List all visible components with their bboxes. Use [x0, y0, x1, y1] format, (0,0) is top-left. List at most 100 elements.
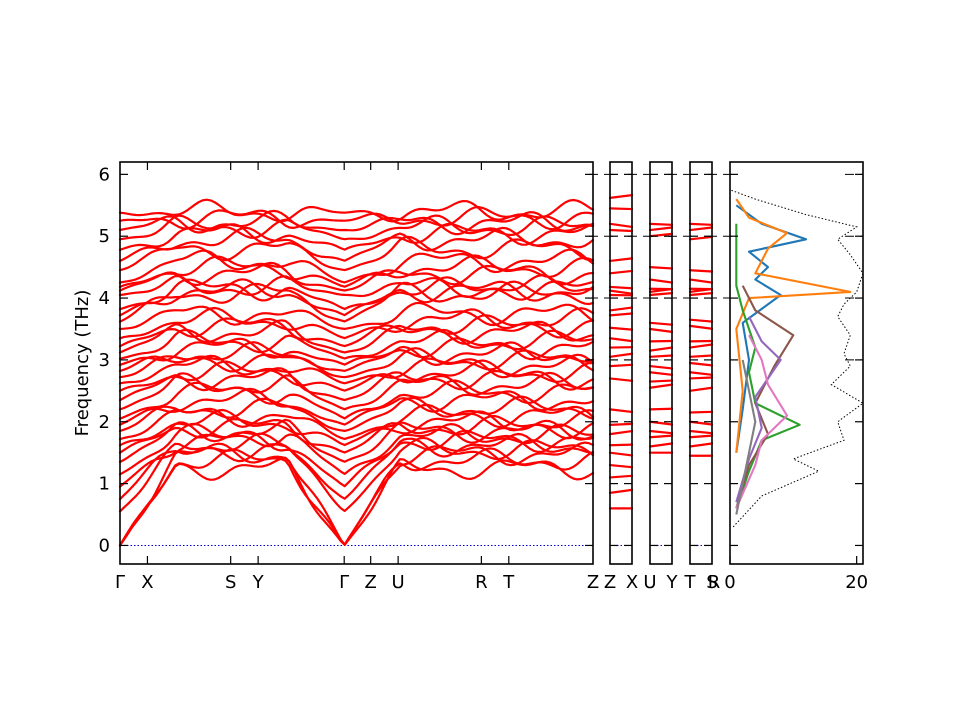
phonon-band-uy: [648, 407, 674, 411]
phonon-band-zx: [608, 337, 634, 343]
phonon-band-zx: [608, 451, 634, 457]
phonon-band-main: [118, 301, 595, 331]
x-tick-label-zx: X: [626, 572, 638, 593]
phonon-band-zx: [608, 306, 634, 312]
phonon-band-uy: [648, 354, 674, 358]
phonon-band-ts: [688, 371, 714, 376]
phonon-band-ts: [688, 278, 714, 284]
panel-frames-layer: [119, 161, 864, 565]
phonon-band-main: [118, 235, 595, 272]
phonon-band-main: [118, 214, 595, 241]
phonon-band-ts: [688, 222, 714, 226]
phonon-band-main: [118, 314, 595, 348]
x-tick-label: Z: [365, 572, 377, 593]
phonon-band-uy: [648, 266, 674, 270]
x-tick-label: Y: [252, 572, 265, 593]
x-tick-label-ts: T: [684, 572, 697, 593]
phonon-band-main: [118, 209, 595, 236]
x-tick-label: S: [225, 572, 236, 593]
phonon-band-uy: [648, 278, 674, 284]
phonon-band-main: [118, 395, 595, 433]
phonon-band-ts: [688, 386, 714, 392]
dos-partial-curve: [735, 359, 757, 515]
phonon-band-ts: [688, 235, 714, 241]
phonon-band-main: [118, 353, 595, 385]
phonon-band-uy: [648, 327, 674, 333]
phonon-band-zx: [608, 289, 634, 295]
phonon-band-zx: [608, 194, 634, 199]
phonon-band-zx: [608, 429, 634, 436]
phonon-band-ts: [688, 291, 714, 297]
phonon-band-zx: [608, 408, 634, 414]
x-tick-label-zx: Z: [604, 572, 616, 593]
phonon-band-ts: [688, 354, 714, 358]
phonon-band-main: [118, 359, 595, 392]
phonon-band-main: [118, 280, 595, 323]
phonon-band-main: [118, 222, 595, 251]
panel-frame-uy: [649, 161, 673, 565]
phonon-band-zx: [608, 285, 634, 290]
y-tick-label: 6: [99, 164, 110, 185]
phonon-band-zx: [608, 269, 634, 275]
ticks-layer: [120, 162, 863, 564]
panel-frame-main: [119, 161, 594, 565]
x-tick-label: R: [475, 572, 488, 593]
panel-frame-zx: [609, 161, 633, 565]
plot-lines-layer: [118, 189, 864, 547]
phonon-band-zx: [608, 488, 634, 494]
phonon-band-uy: [648, 364, 674, 370]
x-tick-label-uy: U: [643, 572, 656, 593]
y-tick-label: 2: [99, 412, 110, 433]
phonon-band-main: [118, 306, 595, 340]
phonon-band-uy: [648, 321, 674, 326]
phonon-band-zx: [608, 443, 634, 447]
phonon-band-zx: [608, 257, 634, 263]
dos-partial-curve: [735, 316, 782, 503]
dos-x-tick-label: 0: [724, 572, 735, 593]
panel-frame-ts: [689, 161, 713, 565]
x-tick-label: Γ: [115, 572, 125, 593]
y-tick-label: 1: [99, 474, 110, 495]
dos-partial-curve: [735, 204, 808, 453]
phonon-band-main: [118, 436, 595, 513]
x-tick-label-uy: Y: [666, 572, 679, 593]
y-tick-label: 0: [99, 535, 110, 556]
phonon-band-zx: [608, 326, 634, 331]
x-tick-label: Z: [587, 572, 599, 593]
phonon-band-main: [118, 422, 595, 476]
phonon-band-main: [118, 387, 595, 426]
phonon-band-zx: [608, 207, 634, 211]
phonon-band-ts: [688, 318, 714, 323]
x-tick-label: U: [392, 572, 405, 593]
phonon-band-ts: [688, 434, 714, 439]
phonon-band-uy: [648, 434, 674, 439]
phonon-band-ts: [688, 429, 714, 435]
phonon-band-main: [118, 371, 595, 411]
phonon-band-ts: [688, 269, 714, 273]
y-tick-label: 3: [99, 350, 110, 371]
x-tick-label-ts: S: [706, 572, 717, 593]
x-tick-label-r: R: [708, 572, 721, 593]
phonon-band-main: [118, 456, 595, 547]
phonon-band-main: [118, 414, 595, 454]
panel-frame-dos: [729, 161, 864, 565]
phonon-band-ts: [688, 361, 714, 367]
phonon-band-uy: [648, 346, 674, 352]
phonon-band-uy: [648, 442, 674, 448]
phonon-band-zx: [608, 352, 634, 358]
phonon-band-main: [118, 347, 595, 379]
phonon-band-zx: [608, 312, 634, 317]
phonon-band-main: [118, 248, 595, 284]
dos-x-tick-label: 20: [845, 572, 868, 593]
phonon-band-zx: [608, 474, 634, 479]
phonon-band-uy: [648, 379, 674, 383]
phonon-band-zx: [608, 463, 634, 469]
dos-partial-curve: [735, 334, 789, 509]
phonon-band-ts: [688, 324, 714, 330]
phonon-band-main: [118, 276, 595, 311]
phonon-band-uy: [648, 222, 674, 226]
phonon-band-zx: [608, 377, 634, 382]
phonon-band-main: [118, 319, 595, 354]
phonon-band-zx: [608, 228, 634, 233]
phonon-band-ts: [688, 343, 714, 349]
